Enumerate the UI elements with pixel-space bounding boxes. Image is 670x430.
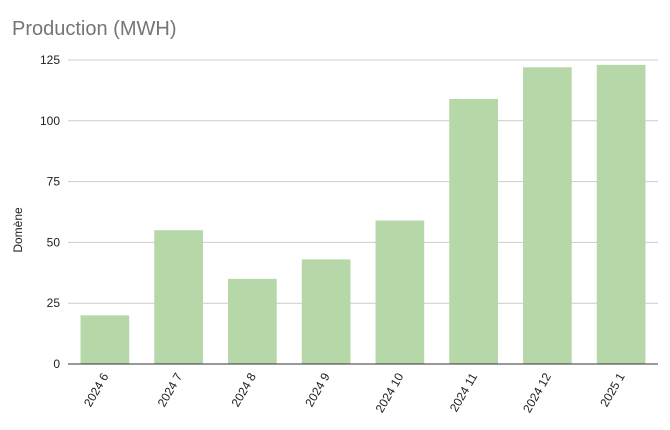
bar xyxy=(596,64,646,364)
x-tick-labels: 2024 6 2024 7 2024 8 2024 9 2024 10 2024 11 20… xyxy=(81,370,628,415)
y-tick-labels: 0 25 50 75 100 125 xyxy=(40,53,60,371)
x-tick-label: 2024 8 xyxy=(228,370,259,409)
x-tick-label: 2024 7 xyxy=(155,370,186,409)
x-tick-label: 2024 10 xyxy=(373,370,407,415)
y-tick-label: 75 xyxy=(47,175,61,189)
x-tick-label: 2024 12 xyxy=(520,370,554,415)
bar xyxy=(449,98,498,365)
y-tick-label: 125 xyxy=(40,53,60,67)
bar xyxy=(80,315,130,364)
bar xyxy=(301,259,351,364)
bar xyxy=(375,220,425,364)
x-tick-label: 2024 9 xyxy=(302,370,333,409)
y-tick-label: 50 xyxy=(47,235,61,249)
bar xyxy=(228,278,277,364)
y-tick-label: 25 xyxy=(47,296,61,310)
bars xyxy=(80,64,646,365)
y-axis-title: Domène xyxy=(11,207,25,253)
bar xyxy=(523,67,572,365)
x-tick-label: 2025 1 xyxy=(597,370,628,409)
chart-title: Production (MWH) xyxy=(12,18,177,40)
x-tick-label: 2024 11 xyxy=(447,370,481,414)
y-tick-label: 0 xyxy=(53,357,60,371)
y-tick-label: 100 xyxy=(40,114,60,128)
x-tick-label: 2024 6 xyxy=(81,370,112,409)
bar xyxy=(154,230,203,364)
